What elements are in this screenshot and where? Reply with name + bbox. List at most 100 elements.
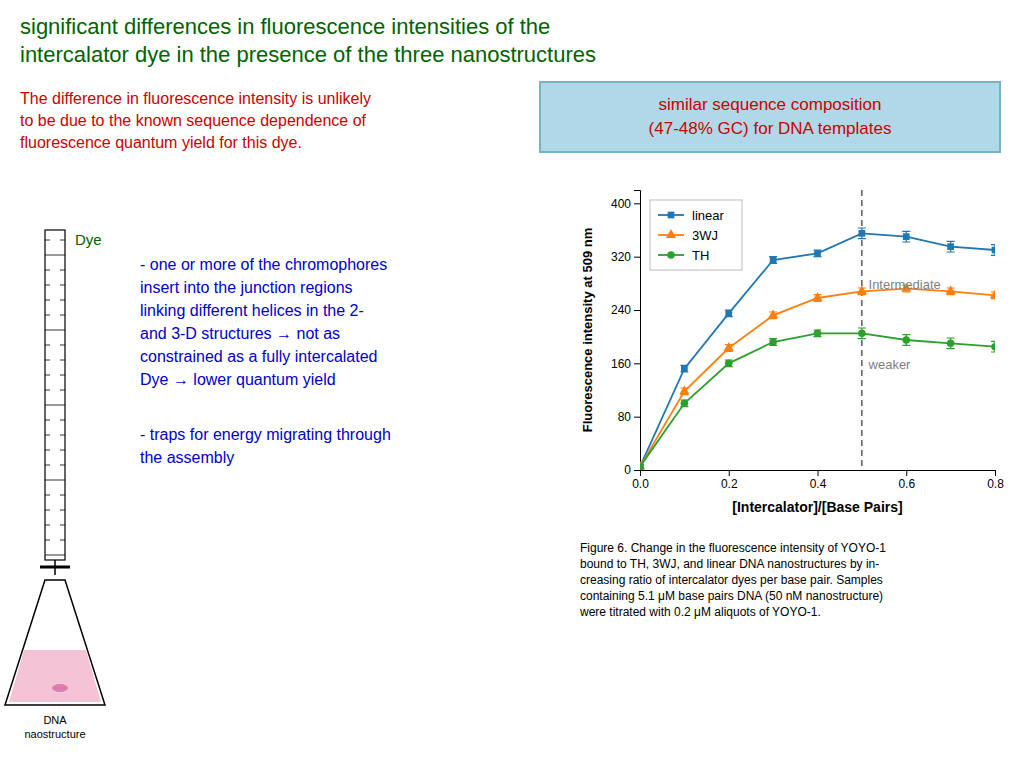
- burette-tick: [60, 375, 65, 376]
- tick-mark: [634, 257, 640, 258]
- error-bar: [814, 330, 822, 337]
- burette-tick: [60, 465, 65, 466]
- text-line: the assembly: [140, 449, 234, 466]
- error-bar: [680, 365, 688, 372]
- x-axis: 0.0 0.2 0.4 0.6 0.8: [632, 470, 1004, 491]
- marker: [903, 233, 910, 240]
- burette-tick: [45, 255, 55, 256]
- error-bar: [947, 241, 955, 252]
- legend-item: linear: [658, 208, 724, 223]
- burette-tick: [45, 405, 55, 406]
- burette-tick: [55, 480, 65, 481]
- text-line: creasing ratio of intercalator dyes per …: [580, 573, 883, 587]
- tick: 240: [611, 303, 640, 317]
- tick-mark: [634, 363, 640, 364]
- marker: [725, 360, 733, 368]
- text-line: Dye → lower quantum yield: [140, 371, 336, 388]
- stopcock-handle: [40, 566, 70, 569]
- error-bar: [769, 257, 777, 264]
- text-line: similar sequence composition: [659, 95, 882, 114]
- marker: [990, 289, 995, 298]
- marker: [725, 310, 732, 317]
- text-line: containing 5.1 μM base pairs DNA (50 nM …: [580, 589, 883, 603]
- burette-tick: [60, 270, 65, 271]
- tick: 0: [624, 463, 640, 477]
- error-bar: [814, 250, 822, 257]
- text-line: - traps for energy migrating through: [140, 426, 391, 443]
- tick: 160: [611, 357, 640, 371]
- tick: 0.8: [987, 470, 1004, 491]
- marker: [814, 330, 822, 338]
- burette-tick: [45, 360, 50, 361]
- x-axis-title: [Intercalator]/[Base Pairs]: [732, 499, 902, 515]
- tick-label: 160: [611, 357, 631, 371]
- plot-area: [640, 190, 995, 470]
- text-line: constrained as a fully intercalated: [140, 348, 377, 365]
- burette-tick: [45, 435, 50, 436]
- error-bar: [858, 328, 866, 339]
- burette-tick: [45, 465, 50, 466]
- marker: [812, 292, 822, 301]
- title: significant differences in fluorescence …: [20, 14, 550, 39]
- burette-tick: [60, 360, 65, 361]
- burette-tick: [60, 315, 65, 316]
- info-box-text: similar sequence composition(47-48% GC) …: [649, 95, 892, 138]
- burette-tick: [60, 300, 65, 301]
- legend-label: linear: [692, 208, 724, 223]
- marker: [946, 285, 956, 294]
- tick-label: 0.6: [898, 477, 915, 491]
- tick-mark: [818, 470, 819, 476]
- burette-tick: [60, 390, 65, 391]
- text-line: fluorescence quantum yield for this dye.: [20, 134, 302, 151]
- legend-item: TH: [658, 248, 709, 263]
- annotation: Intermediate: [869, 277, 941, 292]
- dye-dot: [52, 684, 68, 692]
- text-line: linking different helices in the 2-: [140, 302, 364, 319]
- burette-tick: [45, 345, 50, 346]
- text-line: Dye: [75, 231, 102, 248]
- burette-tick: [60, 285, 65, 286]
- error-bar: [991, 341, 995, 352]
- burette-tick: [55, 330, 65, 331]
- burette-tick: [60, 435, 65, 436]
- marker: [724, 342, 734, 351]
- error-bar: [858, 228, 866, 239]
- tick-mark: [634, 417, 640, 418]
- burette-tick: [45, 525, 50, 526]
- burette-tick: [45, 270, 50, 271]
- legend-item: 3WJ: [658, 228, 718, 243]
- flask-drawing: [5, 230, 105, 705]
- tick: 0.2: [721, 470, 738, 491]
- tick-label: 240: [611, 303, 631, 317]
- burette-tick: [45, 330, 55, 331]
- tick-label: 0.4: [810, 477, 827, 491]
- burette-tick: [45, 300, 50, 301]
- tick-label: 80: [618, 410, 632, 424]
- axis-line: [634, 191, 641, 471]
- burette-tick: [60, 510, 65, 511]
- text-line: - one or more of the chromophores: [140, 256, 387, 273]
- text-line: Figure 6. Change in the fluorescence int…: [580, 541, 886, 555]
- text-line: naostructure: [24, 728, 85, 740]
- burette-tick: [60, 345, 65, 346]
- marker: [681, 365, 688, 372]
- text-line: bound to TH, 3WJ, and linear DNA nanostr…: [580, 557, 879, 571]
- tick-mark: [906, 470, 907, 476]
- tick: 0.6: [898, 470, 915, 491]
- y-axis-title: Fluorescence intensity at 509 nm: [580, 228, 595, 432]
- tick-mark: [995, 470, 996, 476]
- tick-mark: [634, 470, 640, 471]
- tick: 0.4: [810, 470, 827, 491]
- tick-mark: [729, 470, 730, 476]
- burette-tick: [45, 315, 50, 316]
- burette-tick: [60, 240, 65, 241]
- dye-label: Dye: [75, 231, 102, 248]
- caption: Figure 6. Change in the fluorescence int…: [579, 541, 886, 619]
- tick-label: 0: [624, 463, 631, 477]
- tick: 0.0: [632, 470, 649, 491]
- tick-mark: [634, 203, 640, 204]
- burette-tick: [55, 255, 65, 256]
- error-bar: [680, 400, 688, 407]
- error-bar: [991, 245, 995, 256]
- legend-label: TH: [692, 248, 709, 263]
